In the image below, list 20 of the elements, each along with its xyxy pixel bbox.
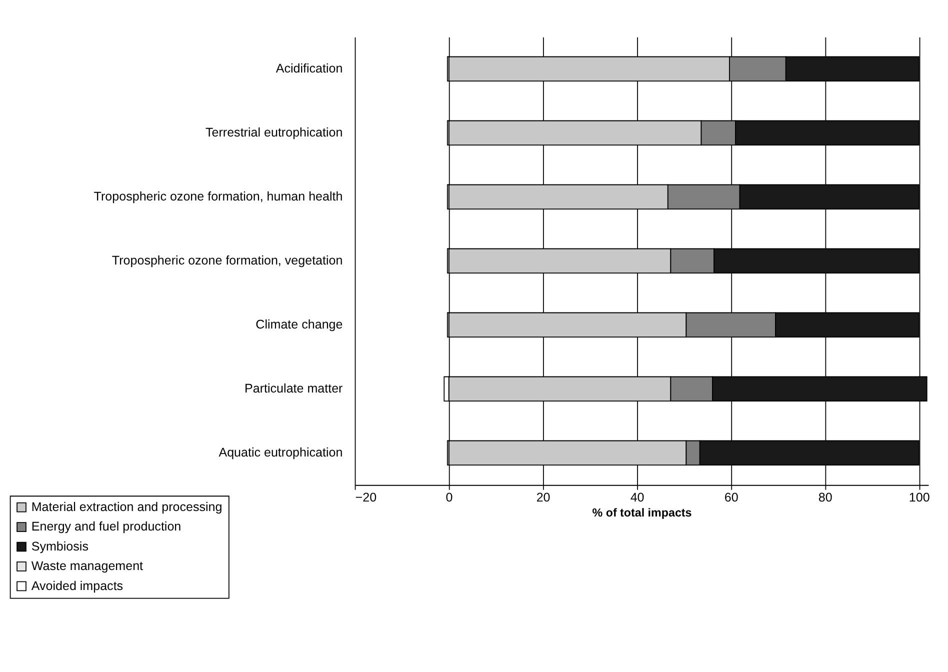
y-tick-label: Particulate matter <box>244 382 343 396</box>
legend-label: Avoided impacts <box>31 578 124 593</box>
y-tick-label: Aquatic eutrophication <box>218 446 343 460</box>
y-tick-label: Acidification <box>276 61 343 76</box>
legend-label: Symbiosis <box>31 539 88 554</box>
x-tick-label: 20 <box>536 490 550 504</box>
legend-label: Energy and fuel production <box>31 520 182 534</box>
x-tick-label: 60 <box>724 490 738 504</box>
y-tick-label: Terrestrial eutrophication <box>206 125 343 140</box>
y-tick-label: Tropospheric ozone formation, vegetation <box>112 254 343 268</box>
x-tick-label: 40 <box>630 490 644 504</box>
x-tick-label: 0 <box>446 490 453 504</box>
x-tick-label: −20 <box>355 490 377 504</box>
x-tick-label: 80 <box>818 490 832 504</box>
legend-label: Material extraction and processing <box>31 500 222 514</box>
x-tick-label: 100 <box>908 490 930 504</box>
x-axis-title: % of total impacts <box>592 506 692 520</box>
y-tick-label: Climate change <box>256 318 343 332</box>
legend-label: Waste management <box>31 559 144 574</box>
y-tick-label: Tropospheric ozone formation, human health <box>94 189 343 204</box>
